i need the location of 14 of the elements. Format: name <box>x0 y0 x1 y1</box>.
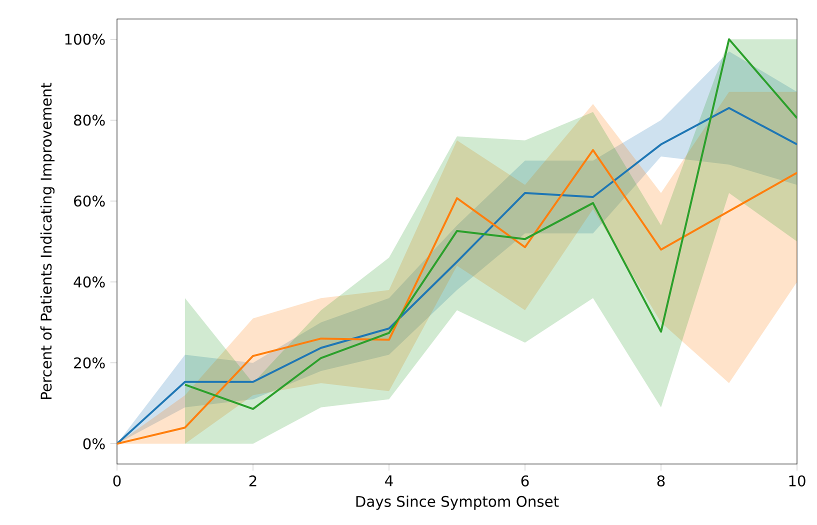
y-tick-label: 20% <box>74 357 105 368</box>
y-tick-label: 80% <box>74 114 105 126</box>
y-tick-label: 40% <box>74 276 105 288</box>
x-tick-label: 2 <box>249 475 256 486</box>
x-axis-title: Days Since Symptom Onset <box>356 496 559 510</box>
x-tick-label: 10 <box>789 475 806 486</box>
x-tick-label: 4 <box>385 475 393 486</box>
y-tick-label: 0% <box>83 438 105 450</box>
x-tick-label: 0 <box>113 475 121 486</box>
x-tick-label: 8 <box>657 475 665 486</box>
y-tick-label: 100% <box>65 34 105 45</box>
y-tick-label: 60% <box>74 196 105 207</box>
x-tick-label: 6 <box>521 475 529 486</box>
y-axis-title: Percent of Patients Indicating Improvement <box>40 82 55 399</box>
